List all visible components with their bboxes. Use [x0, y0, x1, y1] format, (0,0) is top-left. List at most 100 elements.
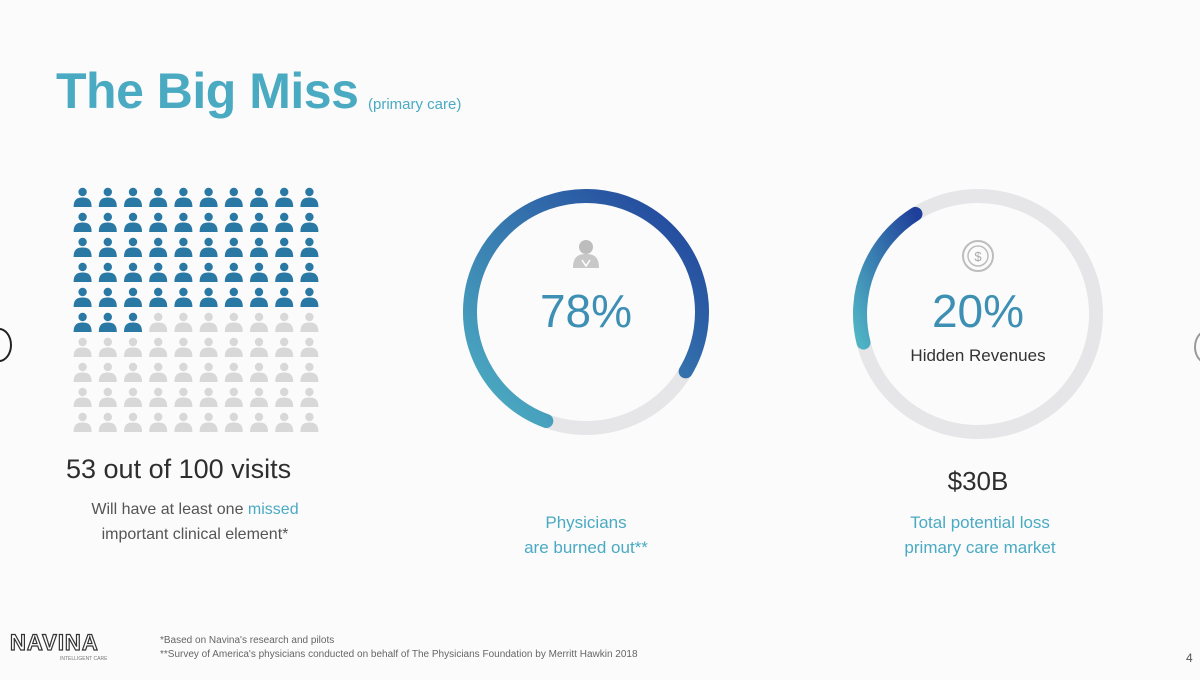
- visit-person-icon: [98, 337, 117, 357]
- revenue-caption: Total potential loss primary care market: [850, 510, 1110, 560]
- visit-person-icon-missed: [300, 287, 319, 307]
- revenue-caption-line1: Total potential loss: [910, 513, 1050, 532]
- visit-person-icon: [149, 412, 168, 432]
- physicians-caption: Physicians are burned out**: [456, 510, 716, 560]
- visit-person-icon: [199, 412, 218, 432]
- visit-person-icon: [300, 387, 319, 407]
- visit-person-icon-missed: [300, 212, 319, 232]
- visit-person-icon-missed: [199, 262, 218, 282]
- visit-person-icon-missed: [149, 187, 168, 207]
- visit-person-icon-missed: [73, 187, 92, 207]
- visit-person-icon-missed: [199, 237, 218, 257]
- visit-person-icon: [224, 312, 243, 332]
- visit-person-icon: [250, 387, 268, 407]
- visit-person-icon-missed: [224, 262, 243, 282]
- visit-person-icon-missed: [300, 237, 319, 257]
- visit-person-icon-missed: [224, 212, 243, 232]
- footnote-1: *Based on Navina's research and pilots: [160, 635, 335, 646]
- revenue-ring: $: [853, 189, 1103, 439]
- visit-person-icon-missed: [124, 237, 142, 257]
- visit-person-icon-missed: [199, 187, 218, 207]
- page-number: 4: [1186, 651, 1193, 665]
- visit-person-icon: [199, 337, 218, 357]
- physicians-ring: [463, 189, 710, 435]
- visit-person-icon-missed: [250, 237, 268, 257]
- visit-person-icon-missed: [124, 287, 142, 307]
- navina-logo-tagline: INTELLIGENT CARE: [60, 656, 108, 662]
- visit-person-icon-missed: [149, 262, 168, 282]
- visit-person-icon-missed: [275, 187, 294, 207]
- visit-person-icon-missed: [275, 262, 294, 282]
- visit-person-icon: [300, 362, 319, 382]
- visits-desc-highlight: missed: [247, 501, 299, 518]
- visit-person-icon: [275, 362, 294, 382]
- visit-person-icon: [199, 387, 218, 407]
- visit-person-icon: [300, 337, 319, 357]
- slide-subtitle: (primary care): [368, 96, 462, 113]
- visit-person-icon: [124, 362, 142, 382]
- visit-person-icon-missed: [275, 237, 294, 257]
- visit-person-icon-missed: [275, 287, 294, 307]
- visit-person-icon-missed: [73, 312, 92, 332]
- visit-person-icon: [73, 387, 92, 407]
- visit-person-icon: [73, 412, 92, 432]
- visit-person-icon: [224, 387, 243, 407]
- visits-description: Will have at least one missed important …: [60, 497, 330, 547]
- footnote-2: **Survey of America's physicians conduct…: [160, 649, 638, 660]
- visit-person-icon: [174, 312, 193, 332]
- visit-person-icon: [73, 337, 92, 357]
- visit-person-icon-missed: [199, 287, 218, 307]
- visits-pictogram: [73, 187, 319, 432]
- revenue-ring-arc: [853, 206, 923, 350]
- visit-person-icon: [250, 312, 268, 332]
- visit-person-icon: [275, 337, 294, 357]
- visit-person-icon-missed: [275, 212, 294, 232]
- visit-person-icon-missed: [250, 187, 268, 207]
- revenue-percent: 20%: [931, 285, 1025, 337]
- visits-desc-part2: important clinical element*: [101, 526, 289, 543]
- visit-person-icon-missed: [224, 237, 243, 257]
- visit-person-icon: [300, 412, 319, 432]
- visit-person-icon: [73, 362, 92, 382]
- visit-person-icon: [224, 362, 243, 382]
- visit-person-icon: [250, 412, 268, 432]
- revenue-amount: $30B: [947, 466, 1009, 496]
- visit-person-icon: [124, 337, 142, 357]
- slide-title: The Big Miss: [56, 63, 359, 119]
- visit-person-icon-missed: [98, 262, 117, 282]
- visit-person-icon: [124, 387, 142, 407]
- prev-slide-edge: [0, 328, 12, 362]
- user-icon: [573, 240, 599, 268]
- visit-person-icon-missed: [98, 212, 117, 232]
- visit-person-icon-missed: [73, 287, 92, 307]
- visits-headline: 53 out of 100 visits: [66, 454, 292, 484]
- physicians-caption-line1: Physicians: [545, 513, 627, 532]
- visit-person-icon-missed: [250, 212, 268, 232]
- visit-person-icon-missed: [149, 212, 168, 232]
- visit-person-icon-missed: [98, 287, 117, 307]
- visit-person-icon-missed: [98, 187, 117, 207]
- visit-person-icon-missed: [250, 262, 268, 282]
- visit-person-icon: [174, 412, 193, 432]
- physicians-percent: 78%: [539, 285, 633, 337]
- visit-person-icon-missed: [73, 212, 92, 232]
- visit-person-icon: [224, 337, 243, 357]
- visit-person-icon-missed: [224, 187, 243, 207]
- visit-person-icon: [149, 362, 168, 382]
- next-slide-edge: [1194, 330, 1200, 364]
- visit-person-icon-missed: [124, 187, 142, 207]
- visit-person-icon: [98, 387, 117, 407]
- navina-logo: NAVINA: [9, 629, 99, 655]
- visit-person-icon: [124, 412, 142, 432]
- visit-person-icon-missed: [124, 312, 142, 332]
- visit-person-icon-missed: [174, 287, 193, 307]
- visit-person-icon-missed: [300, 187, 319, 207]
- revenue-caption-line2: primary care market: [904, 538, 1056, 557]
- revenue-ring-label: Hidden Revenues: [910, 346, 1046, 365]
- visit-person-icon: [250, 337, 268, 357]
- visit-person-icon: [250, 362, 268, 382]
- visit-person-icon: [98, 412, 117, 432]
- visit-person-icon: [224, 412, 243, 432]
- visit-person-icon: [174, 387, 193, 407]
- visit-person-icon-missed: [149, 287, 168, 307]
